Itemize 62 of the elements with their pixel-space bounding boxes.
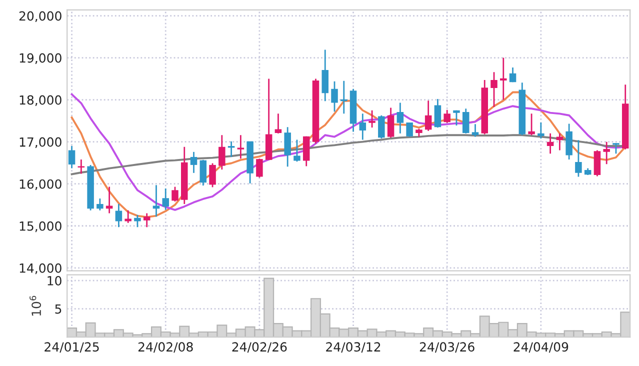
candlestick — [134, 214, 141, 228]
y-tick-label: 14,000 — [20, 263, 62, 274]
candlestick — [434, 98, 442, 128]
candlestick — [115, 203, 122, 228]
candlestick — [209, 162, 216, 188]
candlestick — [444, 109, 450, 124]
candlestick — [500, 57, 507, 101]
candlestick — [472, 123, 479, 138]
y-tick-label: 19,000 — [20, 53, 62, 64]
candlestick — [143, 212, 150, 228]
candlestick — [190, 151, 198, 174]
candlestick — [237, 134, 244, 160]
candlestick — [594, 150, 601, 177]
candlestick — [396, 102, 404, 134]
candlestick — [575, 139, 582, 178]
candlestick — [152, 184, 160, 218]
candlestick — [462, 108, 470, 134]
candlestick — [68, 145, 76, 169]
candlestick — [218, 134, 226, 170]
candlestick — [453, 110, 460, 126]
candlestick — [566, 123, 572, 160]
candlestick — [172, 186, 178, 202]
candlestick — [368, 110, 376, 128]
candlestick — [509, 66, 516, 83]
candlestick — [162, 188, 169, 211]
y-tick-label: 10 — [48, 276, 62, 286]
y-tick-label: 16,000 — [20, 179, 62, 190]
x-tick-label: 24/03/26 — [420, 342, 474, 353]
y-tick-label: 15,000 — [20, 221, 62, 232]
candlestick — [424, 100, 432, 132]
y-tick-label: 18,000 — [20, 95, 62, 106]
candlestick — [538, 122, 544, 140]
candlestick — [406, 122, 413, 138]
candlestick — [256, 158, 263, 178]
candlestick — [200, 159, 207, 186]
candlestick — [387, 107, 394, 138]
candlestick — [294, 139, 300, 162]
x-tick-label: 24/02/08 — [138, 342, 193, 353]
x-tick-label: 24/01/25 — [44, 342, 99, 353]
y-tick-label: 20,000 — [19, 11, 62, 22]
candlestick — [106, 186, 113, 214]
candlestick — [78, 158, 85, 174]
candlestick — [490, 71, 498, 108]
candlestick — [284, 126, 291, 168]
candlestick — [124, 210, 132, 224]
candlestick — [378, 114, 385, 140]
candlestick — [528, 112, 535, 136]
candlestick — [359, 112, 366, 140]
y-tick-label: 5 — [55, 304, 62, 314]
y-tick-label: 17,000 — [20, 137, 62, 148]
candlestick — [603, 141, 610, 165]
candlestick — [331, 80, 338, 112]
candlestick — [340, 80, 348, 114]
candlestick — [546, 132, 554, 154]
x-tick-label: 24/03/12 — [326, 342, 380, 353]
candlestick — [322, 49, 328, 102]
x-tick-label: 24/04/09 — [514, 342, 568, 353]
x-tick-label: 24/02/26 — [232, 342, 287, 353]
candlestick — [612, 142, 620, 154]
y-axis-title: 10$^{6}$ — [30, 296, 42, 316]
candlestick — [274, 112, 282, 134]
candlestick — [96, 198, 104, 212]
